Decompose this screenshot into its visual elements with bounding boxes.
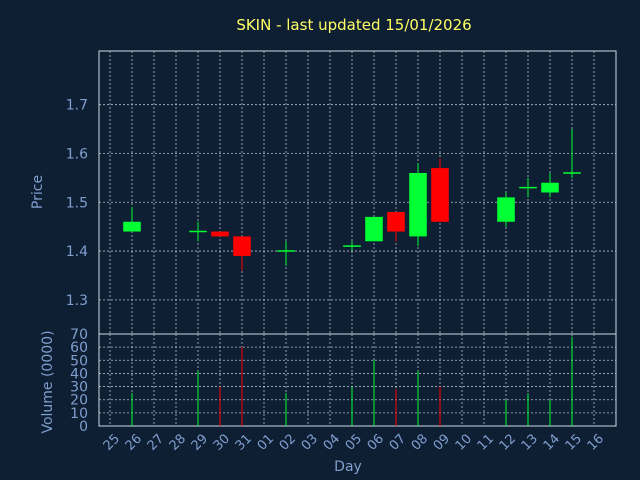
candle xyxy=(277,241,295,266)
candle xyxy=(497,192,515,227)
candle xyxy=(409,163,427,247)
candle-body xyxy=(211,231,229,237)
day-tick-label: 25 xyxy=(101,431,123,453)
day-tick-label: 02 xyxy=(277,431,299,453)
volume-tick-label: 70 xyxy=(70,327,88,343)
candle xyxy=(563,129,581,178)
day-tick-label: 15 xyxy=(563,431,585,453)
day-tick-label: 27 xyxy=(145,431,167,453)
x-axis-label: Day xyxy=(334,459,362,475)
candle-body xyxy=(541,182,559,193)
chart-title: SKIN - last updated 15/01/2026 xyxy=(236,16,471,34)
volume-bars xyxy=(131,336,573,426)
candle xyxy=(365,216,383,242)
day-tick-label: 10 xyxy=(453,431,475,453)
volume-axis-label: Volume (0000) xyxy=(40,330,56,433)
day-tick-label: 31 xyxy=(233,431,255,453)
volume-tick-label: 60 xyxy=(70,340,88,356)
price-axis-label: Price xyxy=(30,175,46,209)
volume-panel-frame xyxy=(98,333,617,427)
price-axis: 1.3 1.4 1.5 1.6 1.7 xyxy=(66,98,88,309)
day-tick-label: 26 xyxy=(123,431,145,453)
volume-tick-label: 0 xyxy=(79,419,88,435)
day-tick-label: 09 xyxy=(431,431,453,453)
volume-tick-label: 50 xyxy=(70,353,88,369)
candle-body xyxy=(497,197,515,222)
candle xyxy=(233,236,251,271)
price-panel-frame xyxy=(98,50,617,335)
grid-lines xyxy=(99,51,616,426)
candle-body xyxy=(409,172,427,237)
day-tick-label: 03 xyxy=(299,431,321,453)
candle xyxy=(211,231,229,237)
day-tick-label: 12 xyxy=(497,431,519,453)
candle-body xyxy=(431,168,449,222)
day-tick-label: 30 xyxy=(211,431,233,453)
day-tick-label: 01 xyxy=(255,431,277,453)
candle-body xyxy=(233,236,251,256)
price-tick-label: 1.6 xyxy=(66,146,88,162)
candle xyxy=(123,207,141,232)
candle xyxy=(519,177,537,198)
volume-tick-label: 40 xyxy=(70,366,88,382)
candle xyxy=(541,172,559,198)
day-tick-label: 28 xyxy=(167,431,189,453)
day-tick-label: 05 xyxy=(343,431,365,453)
candle-body xyxy=(123,221,141,232)
candle-body xyxy=(365,216,383,242)
day-tick-label: 13 xyxy=(519,431,541,453)
day-tick-label: 29 xyxy=(189,431,211,453)
candle xyxy=(343,241,361,252)
day-tick-label: 11 xyxy=(475,431,497,453)
volume-tick-label: 30 xyxy=(70,380,88,396)
day-axis: 25 26 27 28 29 30 31 01 02 03 04 05 06 07 08 09 10 11 12 13… xyxy=(101,431,607,453)
volume-tick-label: 10 xyxy=(70,406,88,422)
candle xyxy=(431,158,449,222)
price-tick-label: 1.7 xyxy=(66,98,88,114)
price-tick-label: 1.4 xyxy=(66,244,88,260)
day-tick-label: 04 xyxy=(321,431,343,453)
candle xyxy=(189,221,207,242)
day-tick-label: 06 xyxy=(365,431,387,453)
day-tick-label: 08 xyxy=(409,431,431,453)
day-tick-label: 16 xyxy=(585,431,607,453)
day-tick-label: 14 xyxy=(541,431,563,453)
day-tick-label: 07 xyxy=(387,431,409,453)
candle xyxy=(387,212,405,242)
candles xyxy=(123,129,581,271)
price-tick-label: 1.3 xyxy=(66,293,88,309)
price-tick-label: 1.5 xyxy=(66,195,88,211)
candle-body xyxy=(387,212,405,232)
volume-tick-label: 20 xyxy=(70,393,88,409)
